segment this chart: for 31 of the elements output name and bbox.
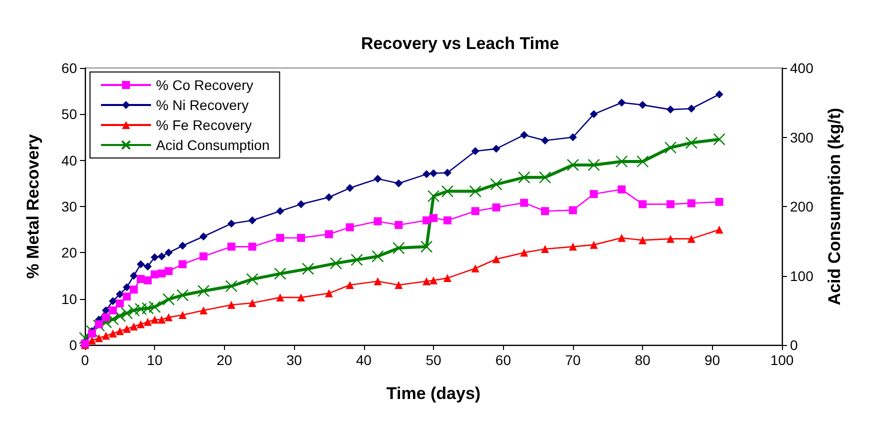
x-tick-label: 20 (216, 352, 232, 368)
y-tick-label: 30 (61, 198, 78, 214)
y-axis-title: % Metal Recovery (24, 134, 42, 279)
x-tick-label: 100 (770, 352, 794, 368)
y2-tick-label: 0 (790, 337, 798, 353)
y-tick-label: 60 (61, 60, 78, 76)
y-tick-label: 10 (61, 290, 78, 307)
x-axis-title: Time (days) (386, 384, 481, 403)
legend-label: % Ni Recovery (156, 97, 249, 113)
x-tick-label: 80 (634, 352, 651, 368)
x-tick-label: 70 (565, 352, 581, 368)
legend-label: % Co Recovery (156, 77, 254, 93)
y2-tick-label: 200 (790, 198, 814, 214)
y2-tick-label: 300 (790, 129, 814, 146)
y2-tick-label: 400 (790, 60, 814, 76)
chart-title: Recovery vs Leach Time (360, 34, 560, 53)
x-tick-label: 50 (426, 352, 442, 368)
y-tick-label: 0 (69, 337, 78, 353)
y-tick-label: 50 (61, 106, 78, 122)
x-tick-label: 90 (704, 352, 720, 368)
x-tick-label: 0 (81, 352, 90, 368)
legend-label: Acid Consumption (156, 137, 270, 153)
y2-axis-title: Acid Consumption (kg/t) (824, 108, 844, 306)
x-tick-label: 40 (356, 352, 372, 368)
y-tick-label: 20 (61, 244, 78, 261)
y-tick-label: 40 (61, 152, 78, 168)
legend-label: % Fe Recovery (156, 117, 252, 133)
x-tick-label: 30 (286, 352, 302, 368)
y2-tick-label: 100 (790, 268, 814, 284)
x-tick-label: 60 (495, 352, 512, 368)
x-tick-label: 10 (146, 352, 163, 368)
